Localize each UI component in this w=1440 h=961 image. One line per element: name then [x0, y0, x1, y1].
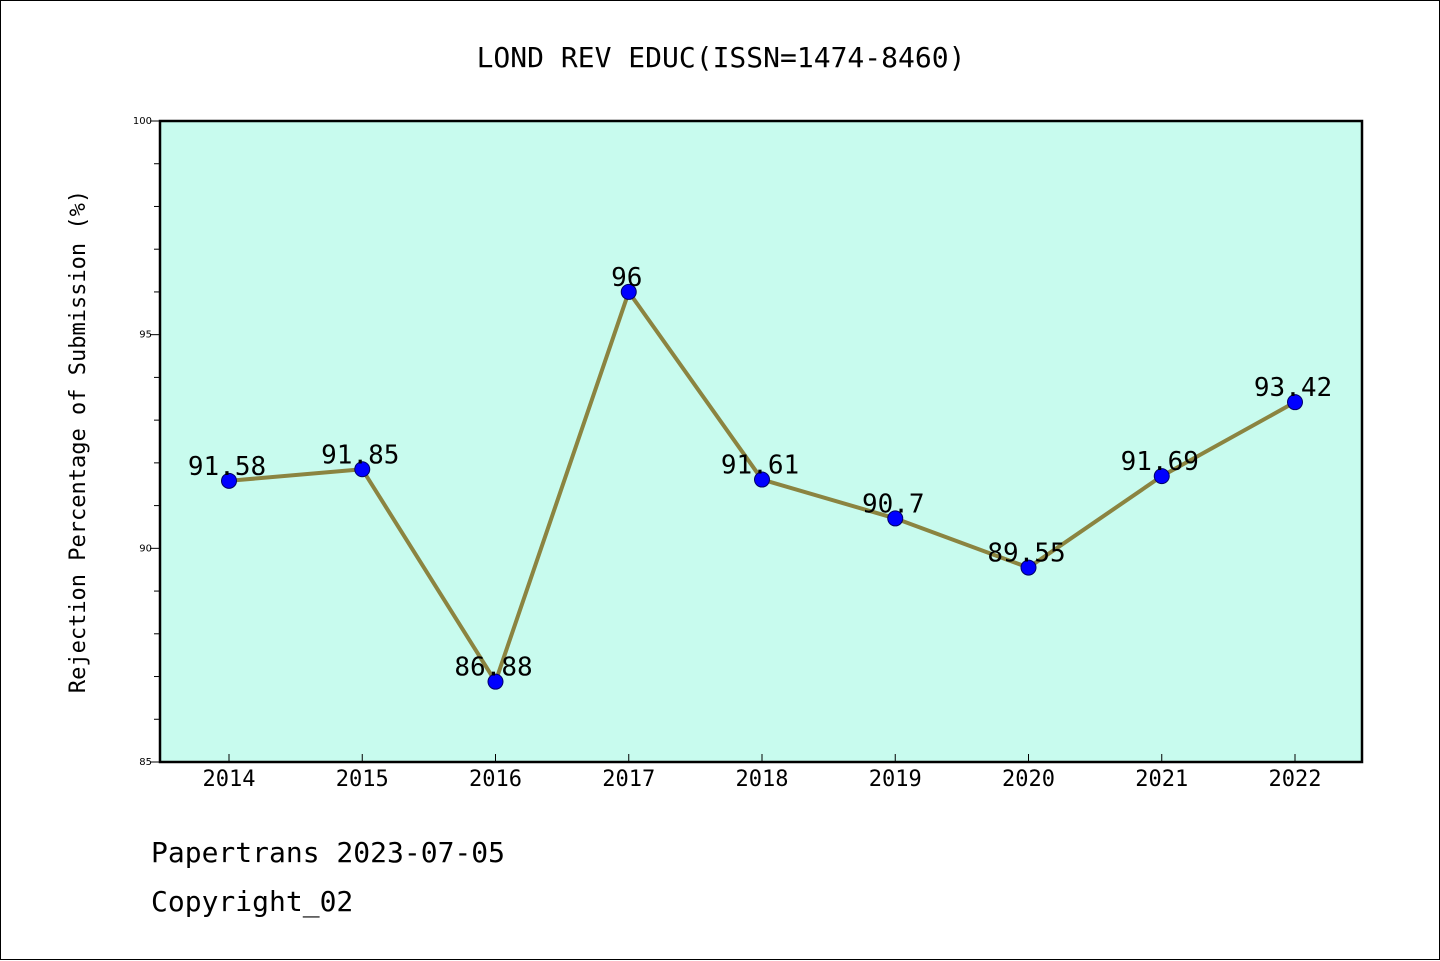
data-point	[754, 471, 770, 488]
series-layer	[221, 283, 1303, 690]
footer-date-text: Papertrans 2023-07-05	[151, 836, 506, 869]
y-axis-ticks: 85 90 95 100	[133, 116, 160, 768]
data-point	[887, 510, 904, 527]
data-label: 91.69	[1121, 447, 1199, 477]
data-label: 93.42	[1254, 373, 1332, 403]
data-label: 86.88	[454, 653, 532, 683]
y-tick-label: 100	[133, 116, 152, 127]
data-point	[1153, 468, 1170, 485]
x-tick-label: 2017	[602, 767, 655, 792]
data-labels: 91.58 91.85 86.88 96 91.61 90.7 89.55 91.69 93.4…	[188, 263, 1332, 683]
data-point	[1287, 394, 1303, 411]
x-tick-label: 2015	[336, 767, 389, 792]
data-point	[1020, 559, 1037, 576]
y-axis-label: Rejection Percentage of Submission (%)	[66, 190, 91, 693]
x-tick-label: 2018	[736, 767, 789, 792]
data-point	[620, 283, 637, 300]
x-tick-label: 2016	[469, 767, 522, 792]
y-tick-label: 95	[139, 330, 152, 341]
footer-copyright-text: Copyright_02	[151, 885, 354, 918]
data-label: 91.58	[188, 452, 266, 482]
data-point	[221, 472, 237, 489]
y-tick-label: 90	[139, 543, 152, 554]
data-point	[354, 461, 371, 478]
plot-area	[160, 121, 1362, 762]
x-tick-label: 2020	[1002, 767, 1055, 792]
data-label: 89.55	[987, 539, 1065, 569]
data-label: 90.7	[862, 489, 925, 519]
y-tick-label: 85	[139, 757, 152, 768]
data-label: 91.85	[321, 440, 399, 470]
x-tick-label: 2014	[203, 767, 256, 792]
data-point	[487, 673, 504, 690]
chart-title: LOND REV EDUC(ISSN=1474-8460)	[477, 41, 966, 74]
x-axis-ticks: 2014 2015 2016 2017 2018 2019 2020 2021 2022	[203, 754, 1322, 792]
x-tick-label: 2021	[1135, 767, 1188, 792]
data-label: 91.61	[721, 451, 799, 481]
data-label: 96	[611, 263, 642, 293]
x-tick-label: 2022	[1269, 767, 1322, 792]
plot-border	[158, 119, 1364, 764]
x-tick-label: 2019	[869, 767, 922, 792]
